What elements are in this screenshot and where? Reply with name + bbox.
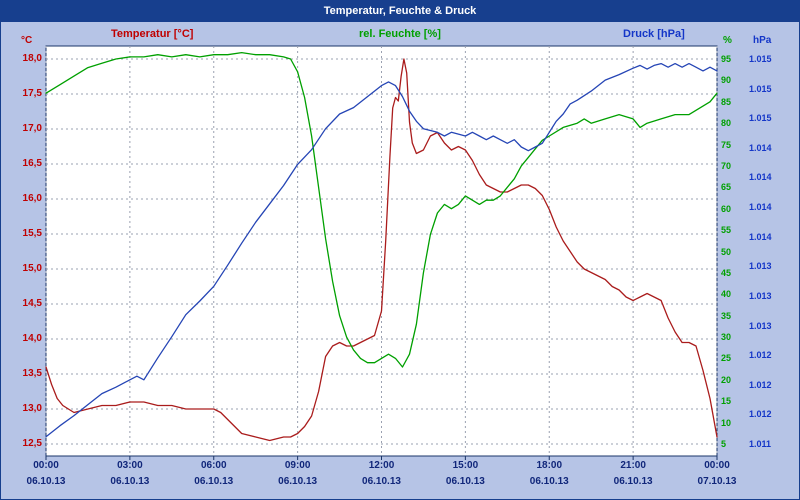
temperature-axis-tick: 12,5: [22, 438, 42, 449]
temperature-axis-tick: 14,0: [22, 333, 42, 344]
humidity-axis-tick: 5: [721, 439, 727, 449]
temperature-axis-tick: 13,5: [22, 368, 42, 379]
date-axis-tick: 07.10.13: [697, 476, 737, 487]
legend-pressure: Druck [hPa]: [623, 28, 685, 40]
window-title: Temperatur, Feuchte & Druck: [323, 5, 477, 17]
time-axis-tick: 12:00: [368, 460, 395, 471]
humidity-axis-tick: 25: [721, 353, 732, 364]
time-axis-tick: 06:00: [200, 460, 227, 471]
legend-humidity: rel. Feuchte [%]: [359, 28, 441, 40]
series-druck: [45, 62, 718, 438]
humidity-axis-tick: 75: [721, 139, 732, 150]
temperature-axis-tick: 13,0: [22, 403, 42, 414]
humidity-axis-tick: 80: [721, 118, 732, 129]
humidity-axis-tick: 60: [721, 203, 732, 214]
date-axis-tick: 06.10.13: [445, 476, 485, 487]
pressure-axis-tick: 1.013: [749, 290, 772, 301]
series-rel-feuchte: [45, 51, 718, 368]
temperature-axis-tick: 17,0: [22, 123, 42, 134]
series-temperatur: [45, 58, 718, 442]
humidity-axis-unit: %: [723, 35, 732, 46]
time-axis-tick: 15:00: [452, 460, 479, 471]
time-axis-tick: 18:00: [536, 460, 563, 471]
humidity-axis-tick: 15: [721, 396, 732, 407]
humidity-axis-tick: 30: [721, 332, 732, 343]
humidity-axis-tick: 20: [721, 374, 732, 385]
date-axis-tick: 06.10.13: [613, 476, 653, 487]
time-axis-tick: 00:00: [704, 460, 730, 471]
humidity-axis-tick: 65: [721, 182, 732, 193]
temperature-axis-tick: 15,0: [22, 263, 42, 274]
pressure-axis-tick: 1.013: [749, 261, 772, 272]
humidity-axis-tick: 45: [721, 267, 732, 278]
temperature-axis-tick: 14,5: [22, 298, 42, 309]
humidity-axis-tick: 70: [721, 160, 732, 171]
humidity-axis-tick: 95: [721, 54, 732, 64]
temperature-axis-tick: 16,5: [22, 158, 42, 169]
temperature-axis-tick: 15,5: [22, 228, 42, 239]
humidity-axis-tick: 85: [721, 96, 732, 107]
date-axis-tick: 06.10.13: [529, 476, 569, 487]
legend-temperature: Temperatur [°C]: [111, 28, 194, 40]
humidity-axis-tick: 55: [721, 225, 732, 236]
pressure-axis-tick: 1.014: [749, 142, 772, 153]
pressure-axis-tick: 1.014: [749, 202, 772, 213]
pressure-axis-tick: 1.015: [749, 83, 772, 94]
date-axis-tick: 06.10.13: [110, 476, 150, 487]
pressure-axis-tick: 1.011: [749, 439, 772, 449]
pressure-axis-tick: 1.012: [749, 350, 772, 361]
pressure-axis-tick: 1.015: [749, 113, 772, 124]
pressure-axis-tick: 1.012: [749, 379, 772, 390]
humidity-axis-tick: 40: [721, 289, 732, 300]
pressure-axis-tick: 1.012: [749, 409, 772, 420]
temperature-axis-tick: 18,0: [22, 53, 42, 64]
time-axis-tick: 09:00: [284, 460, 311, 471]
humidity-axis-tick: 35: [721, 310, 732, 321]
pressure-axis-unit: hPa: [753, 35, 772, 46]
time-axis-tick: 00:00: [33, 460, 59, 471]
date-axis-tick: 06.10.13: [26, 476, 66, 487]
temperature-axis-tick: 16,0: [22, 193, 42, 204]
plot-area: [45, 45, 718, 457]
humidity-axis-tick: 10: [721, 417, 732, 428]
pressure-axis-tick: 1.013: [749, 320, 772, 331]
time-axis-tick: 03:00: [117, 460, 143, 471]
date-axis-tick: 06.10.13: [362, 476, 401, 487]
window-title-bar: Temperatur, Feuchte & Druck: [1, 1, 799, 22]
humidity-axis-tick: 50: [721, 246, 732, 257]
temperature-axis-tick: 17,5: [22, 88, 42, 99]
humidity-axis-tick: 90: [721, 75, 732, 86]
pressure-axis-tick: 1.014: [749, 231, 772, 242]
time-axis-tick: 21:00: [620, 460, 646, 471]
temperature-axis-unit: °C: [21, 35, 33, 46]
pressure-axis-tick: 1.014: [749, 172, 772, 183]
date-axis-tick: 06.10.13: [194, 476, 234, 487]
pressure-axis-tick: 1.015: [749, 54, 772, 64]
date-axis-tick: 06.10.13: [278, 476, 318, 487]
